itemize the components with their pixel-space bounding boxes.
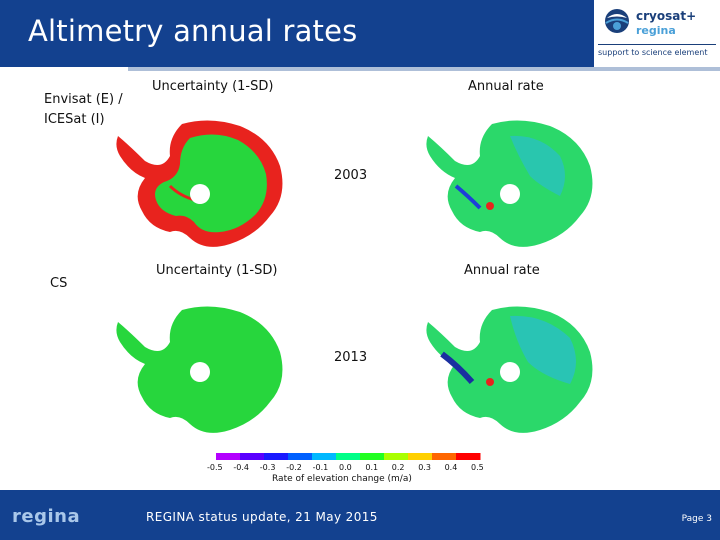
cryosat-regina-logo: cryosat+ regina support to science eleme… bbox=[594, 0, 720, 67]
colorbar-segment bbox=[240, 453, 265, 460]
panel-title-bottom-left: Uncertainty (1-SD) bbox=[156, 263, 278, 278]
figure-area: Envisat (E) / ICESat (I) CS Uncertainty … bbox=[28, 74, 628, 489]
panel-title-top-left: Uncertainty (1-SD) bbox=[152, 79, 274, 94]
colorbar-segment bbox=[408, 453, 433, 460]
colorbar bbox=[216, 453, 481, 460]
colorbar-tick-label: 0.4 bbox=[444, 463, 458, 472]
colorbar-segment bbox=[336, 453, 361, 460]
footer-text: REGINA status update, 21 May 2015 bbox=[146, 510, 378, 524]
page-number: Page 3 bbox=[681, 514, 712, 524]
colorbar-segment bbox=[456, 453, 481, 460]
panel-title-top-right: Annual rate bbox=[468, 79, 544, 94]
map-uncertainty-2003 bbox=[116, 120, 283, 247]
colorbar-tick-label: 0.0 bbox=[339, 463, 352, 472]
year-top: 2003 bbox=[334, 168, 368, 183]
colorbar-segment bbox=[288, 453, 313, 460]
colorbar-tick-label: 0.3 bbox=[418, 463, 431, 472]
slide-title: Altimetry annual rates bbox=[28, 14, 358, 48]
map-uncertainty-2013 bbox=[116, 306, 283, 433]
panel-title-bottom-right: Annual rate bbox=[464, 263, 540, 278]
header-bar: Altimetry annual rates cryosat+ regina s… bbox=[0, 0, 720, 67]
logo-divider bbox=[598, 44, 716, 45]
colorbar-segment bbox=[360, 453, 385, 460]
colorbar-segment bbox=[384, 453, 409, 460]
colorbar-segment bbox=[264, 453, 289, 460]
colorbar-tick-label: 0.1 bbox=[365, 463, 379, 472]
row-label-top-line1: Envisat (E) / bbox=[44, 92, 123, 107]
colorbar-tick-label: -0.1 bbox=[312, 463, 329, 472]
colorbar-label: Rate of elevation change (m/a) bbox=[272, 474, 412, 484]
colorbar-tick-label: 0.5 bbox=[471, 463, 484, 472]
logo-tagline: support to science element bbox=[598, 48, 708, 57]
row-label-bottom: CS bbox=[50, 276, 68, 291]
logo-name: cryosat+ bbox=[636, 9, 697, 23]
year-bottom: 2013 bbox=[334, 350, 368, 365]
colorbar-segment bbox=[216, 453, 241, 460]
map-annual-rate-2013 bbox=[426, 306, 593, 433]
footer-bar: regina REGINA status update, 21 May 2015… bbox=[0, 490, 720, 540]
colorbar-tick-label: -0.2 bbox=[286, 463, 302, 472]
header-rule bbox=[128, 67, 720, 71]
row-label-top-line2: ICESat (I) bbox=[44, 112, 105, 127]
footer-logo: regina bbox=[12, 506, 81, 527]
cryosat-globe-icon bbox=[605, 9, 629, 33]
logo-sub: regina bbox=[636, 24, 676, 37]
colorbar-tick-label: -0.3 bbox=[259, 463, 276, 472]
map-annual-rate-2003 bbox=[426, 120, 593, 247]
colorbar-tick-label: 0.2 bbox=[391, 463, 405, 472]
colorbar-tick-label: -0.5 bbox=[207, 463, 223, 472]
colorbar-segment bbox=[312, 453, 337, 460]
colorbar-tick-label: -0.4 bbox=[233, 463, 249, 472]
colorbar-segment bbox=[432, 453, 457, 460]
